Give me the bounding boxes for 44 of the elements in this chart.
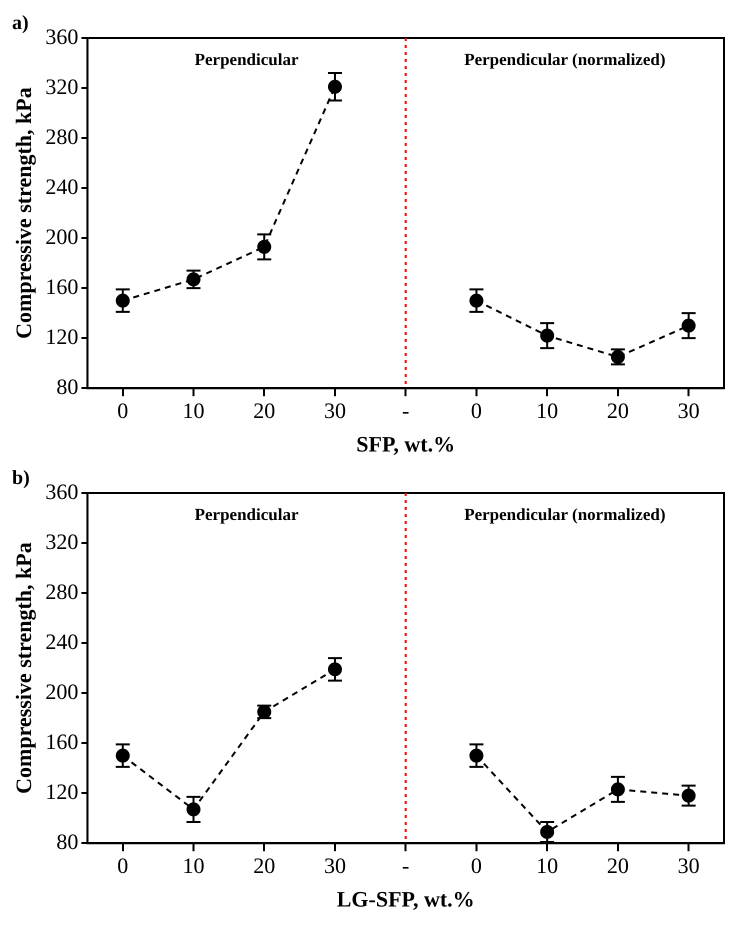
y-tick-label: 80: [56, 828, 78, 854]
x-tick-label: -: [402, 853, 410, 878]
x-axis-title: LG-SFP, wt.%: [336, 886, 475, 912]
x-tick-label: 0: [117, 398, 128, 424]
text: b): [12, 467, 30, 490]
x-tick-label: 0: [470, 398, 482, 424]
x-tick-label: 20: [253, 398, 276, 424]
y-tick-label: 280: [45, 124, 78, 149]
y-tick-label: 120: [45, 324, 78, 349]
y-axis-title: Compressive strength, kPa: [10, 87, 36, 339]
annotation: Perpendicular: [194, 504, 299, 524]
text: a): [12, 12, 29, 34]
annotation: Perpendicular: [194, 50, 299, 69]
x-tick-label: 20: [606, 853, 629, 878]
x-tick-label: 10: [536, 853, 558, 878]
y-tick-label: 240: [45, 174, 78, 199]
x-tick-label: 0: [117, 853, 128, 878]
x-tick-label: 30: [678, 398, 700, 424]
y-tick-label: 240: [45, 628, 78, 654]
x-tick-label: 20: [253, 853, 276, 878]
x-tick-label: 30: [678, 853, 700, 878]
y-tick-label: 360: [45, 478, 78, 504]
y-tick-label: 280: [45, 578, 78, 604]
y-tick-label: 200: [45, 678, 78, 704]
annotation: Perpendicular (normalized): [464, 504, 666, 524]
x-tick-label: 0: [470, 853, 482, 878]
x-tick-label: 10: [182, 853, 204, 878]
x-tick-label: 10: [182, 398, 204, 424]
x-tick-label: 30: [324, 853, 346, 878]
y-axis-title: Compressive strength, kPa: [10, 542, 36, 794]
y-tick-label: 320: [45, 74, 78, 99]
y-tick-label: 120: [45, 778, 78, 804]
annotation: Perpendicular (normalized): [464, 50, 666, 69]
y-tick-label: 160: [45, 728, 78, 754]
x-tick-label: -: [402, 398, 410, 424]
x-tick-label: 30: [324, 398, 346, 424]
x-tick-label: 20: [606, 398, 629, 424]
y-tick-label: 80: [56, 374, 78, 399]
y-tick-label: 360: [45, 24, 78, 49]
x-tick-label: 10: [536, 398, 558, 424]
y-tick-label: 320: [45, 528, 78, 554]
y-tick-label: 200: [45, 224, 78, 249]
y-tick-label: 160: [45, 274, 78, 299]
x-axis-title: SFP, wt.%: [356, 431, 456, 456]
